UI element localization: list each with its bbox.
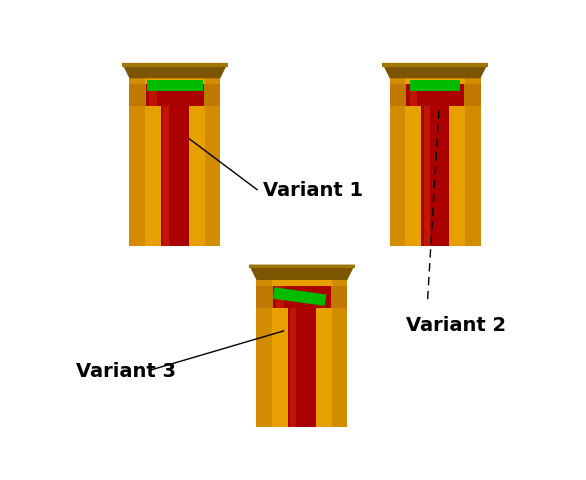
Bar (130, 79, 220, 247)
Bar (421, 107, 449, 247)
Polygon shape (273, 288, 326, 306)
Bar (203, 85, 220, 107)
Bar (205, 79, 220, 247)
Bar (290, 308, 297, 448)
Bar (149, 85, 157, 107)
Bar (277, 287, 284, 308)
Text: Variant 1: Variant 1 (263, 181, 363, 200)
Bar (407, 84, 464, 107)
Bar (147, 81, 203, 92)
Polygon shape (248, 265, 355, 280)
Bar (130, 85, 147, 107)
Bar (329, 287, 347, 308)
Text: Variant 2: Variant 2 (406, 315, 506, 335)
Bar (161, 107, 189, 247)
Bar (130, 79, 145, 247)
Bar (465, 79, 481, 247)
Bar (390, 79, 481, 247)
Bar (390, 79, 405, 247)
Bar (145, 85, 204, 107)
Bar (382, 64, 488, 68)
Bar (288, 308, 316, 448)
Bar (332, 280, 347, 448)
Bar (257, 287, 274, 308)
Bar (248, 265, 355, 269)
Bar (122, 64, 228, 68)
Bar (410, 81, 459, 92)
Bar (463, 85, 481, 107)
Bar (257, 280, 347, 448)
Bar (272, 287, 331, 308)
Polygon shape (122, 64, 228, 79)
Bar (163, 107, 169, 247)
Bar (257, 280, 272, 448)
Polygon shape (382, 64, 488, 79)
Bar (406, 85, 464, 107)
Bar (410, 85, 417, 107)
Bar (146, 84, 203, 107)
Text: Variant 3: Variant 3 (76, 361, 176, 381)
Bar (274, 285, 331, 308)
Bar (390, 85, 407, 107)
Bar (424, 107, 430, 247)
